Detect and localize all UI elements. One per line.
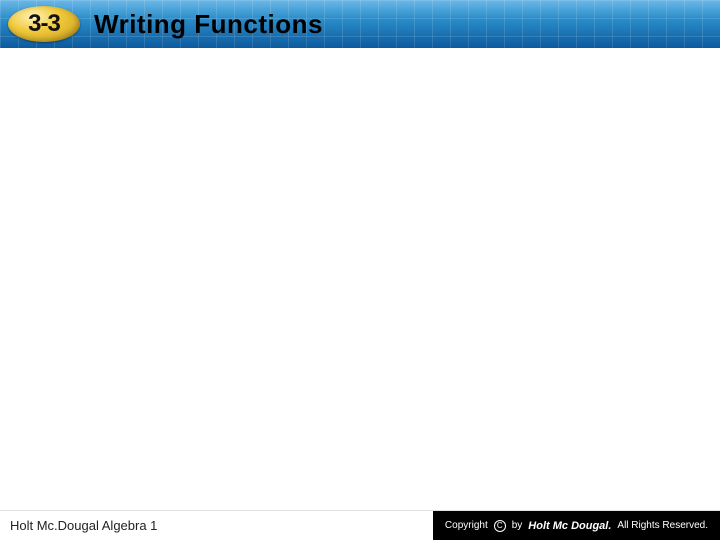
slide-body <box>0 48 720 510</box>
publisher-logo: Holt Mc Dougal. <box>528 520 611 532</box>
section-badge: 3-3 <box>8 6 80 42</box>
slide-footer: Holt Mc.Dougal Algebra 1 Copyright C by … <box>0 510 720 540</box>
section-number: 3-3 <box>28 10 60 38</box>
footer-copyright: Copyright C by Holt Mc Dougal. All Right… <box>433 511 720 540</box>
slide-header: 3-3 Writing Functions <box>0 0 720 48</box>
copyright-suffix: All Rights Reserved. <box>617 520 708 531</box>
copyright-by: by <box>512 520 523 531</box>
slide-title: Writing Functions <box>94 9 323 40</box>
footer-book-title: Holt Mc.Dougal Algebra 1 <box>0 518 157 533</box>
copyright-icon: C <box>494 520 506 532</box>
copyright-prefix: Copyright <box>445 520 488 531</box>
